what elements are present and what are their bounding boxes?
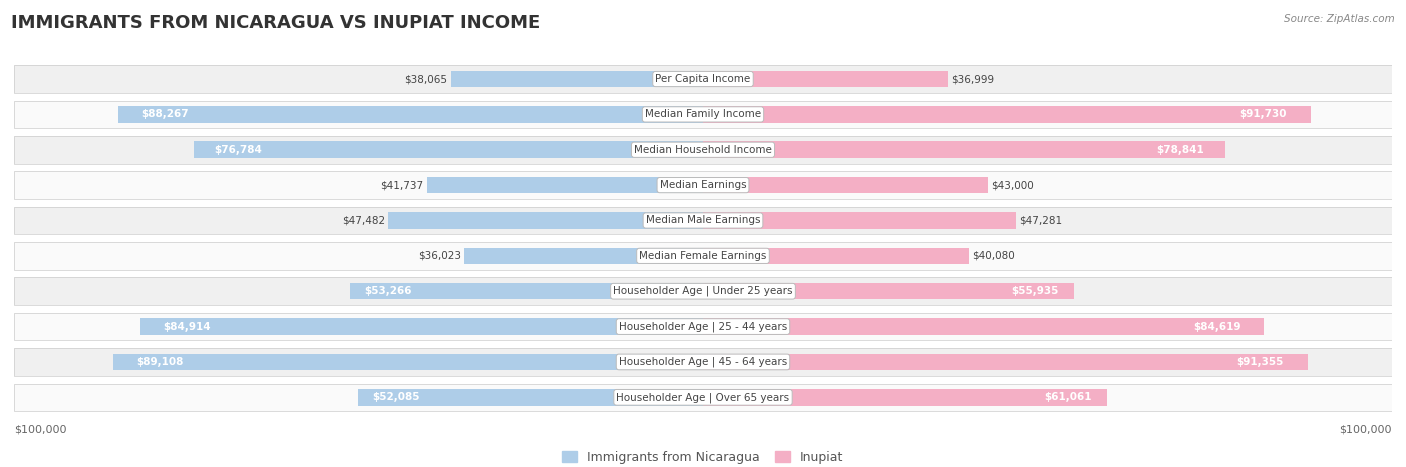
Bar bbox=[426, 177, 703, 193]
Bar bbox=[703, 283, 1074, 299]
Bar bbox=[703, 318, 1264, 335]
Text: Householder Age | 25 - 44 years: Householder Age | 25 - 44 years bbox=[619, 321, 787, 332]
Text: Median Family Income: Median Family Income bbox=[645, 109, 761, 120]
Bar bbox=[14, 277, 1392, 305]
Text: $53,266: $53,266 bbox=[364, 286, 412, 296]
Text: $61,061: $61,061 bbox=[1043, 392, 1091, 402]
Text: $41,737: $41,737 bbox=[380, 180, 423, 190]
Bar bbox=[359, 389, 703, 405]
Bar bbox=[14, 207, 1392, 234]
Bar bbox=[14, 277, 1392, 305]
Text: $78,841: $78,841 bbox=[1157, 145, 1205, 155]
Legend: Immigrants from Nicaragua, Inupiat: Immigrants from Nicaragua, Inupiat bbox=[557, 446, 849, 467]
Bar bbox=[388, 212, 703, 229]
Bar bbox=[703, 354, 1308, 370]
Text: $47,281: $47,281 bbox=[1019, 215, 1063, 226]
Bar bbox=[112, 354, 703, 370]
Bar bbox=[14, 383, 1392, 411]
Bar bbox=[14, 313, 1392, 340]
Text: Median Male Earnings: Median Male Earnings bbox=[645, 215, 761, 226]
Bar bbox=[14, 171, 1392, 199]
Text: $89,108: $89,108 bbox=[136, 357, 184, 367]
Text: Householder Age | Over 65 years: Householder Age | Over 65 years bbox=[616, 392, 790, 403]
Text: Householder Age | Under 25 years: Householder Age | Under 25 years bbox=[613, 286, 793, 297]
Bar bbox=[194, 142, 703, 158]
Text: $88,267: $88,267 bbox=[142, 109, 190, 120]
Bar bbox=[350, 283, 703, 299]
Bar bbox=[14, 242, 1392, 269]
Bar bbox=[703, 106, 1310, 123]
Bar bbox=[14, 383, 1392, 411]
Text: Householder Age | 45 - 64 years: Householder Age | 45 - 64 years bbox=[619, 357, 787, 367]
Text: $76,784: $76,784 bbox=[215, 145, 263, 155]
Bar bbox=[14, 348, 1392, 376]
Text: $91,730: $91,730 bbox=[1239, 109, 1286, 120]
Text: $38,065: $38,065 bbox=[405, 74, 447, 84]
Bar bbox=[703, 248, 969, 264]
Bar bbox=[14, 100, 1392, 128]
Bar bbox=[14, 207, 1392, 234]
Bar bbox=[14, 136, 1392, 163]
Text: IMMIGRANTS FROM NICARAGUA VS INUPIAT INCOME: IMMIGRANTS FROM NICARAGUA VS INUPIAT INC… bbox=[11, 14, 540, 32]
Bar bbox=[14, 65, 1392, 93]
Bar bbox=[451, 71, 703, 87]
Bar bbox=[703, 71, 948, 87]
Text: $84,914: $84,914 bbox=[163, 322, 211, 332]
Text: $40,080: $40,080 bbox=[972, 251, 1015, 261]
Text: Median Household Income: Median Household Income bbox=[634, 145, 772, 155]
Bar bbox=[118, 106, 703, 123]
Bar bbox=[14, 171, 1392, 199]
Bar bbox=[14, 100, 1392, 128]
Text: $84,619: $84,619 bbox=[1194, 322, 1241, 332]
Bar bbox=[14, 313, 1392, 340]
Text: $36,999: $36,999 bbox=[952, 74, 994, 84]
Bar bbox=[14, 65, 1392, 93]
Text: Per Capita Income: Per Capita Income bbox=[655, 74, 751, 84]
Bar bbox=[14, 242, 1392, 269]
Text: $43,000: $43,000 bbox=[991, 180, 1033, 190]
Text: $47,482: $47,482 bbox=[342, 215, 385, 226]
Text: $91,355: $91,355 bbox=[1237, 357, 1284, 367]
Bar bbox=[703, 212, 1017, 229]
Bar bbox=[14, 136, 1392, 163]
Bar bbox=[703, 177, 988, 193]
Bar bbox=[14, 348, 1392, 376]
Text: $52,085: $52,085 bbox=[371, 392, 419, 402]
Bar bbox=[141, 318, 703, 335]
Text: Median Female Earnings: Median Female Earnings bbox=[640, 251, 766, 261]
Bar bbox=[703, 142, 1225, 158]
Bar bbox=[464, 248, 703, 264]
Bar bbox=[703, 389, 1108, 405]
Text: $36,023: $36,023 bbox=[418, 251, 461, 261]
Text: Median Earnings: Median Earnings bbox=[659, 180, 747, 190]
Text: Source: ZipAtlas.com: Source: ZipAtlas.com bbox=[1284, 14, 1395, 24]
Text: $55,935: $55,935 bbox=[1011, 286, 1059, 296]
